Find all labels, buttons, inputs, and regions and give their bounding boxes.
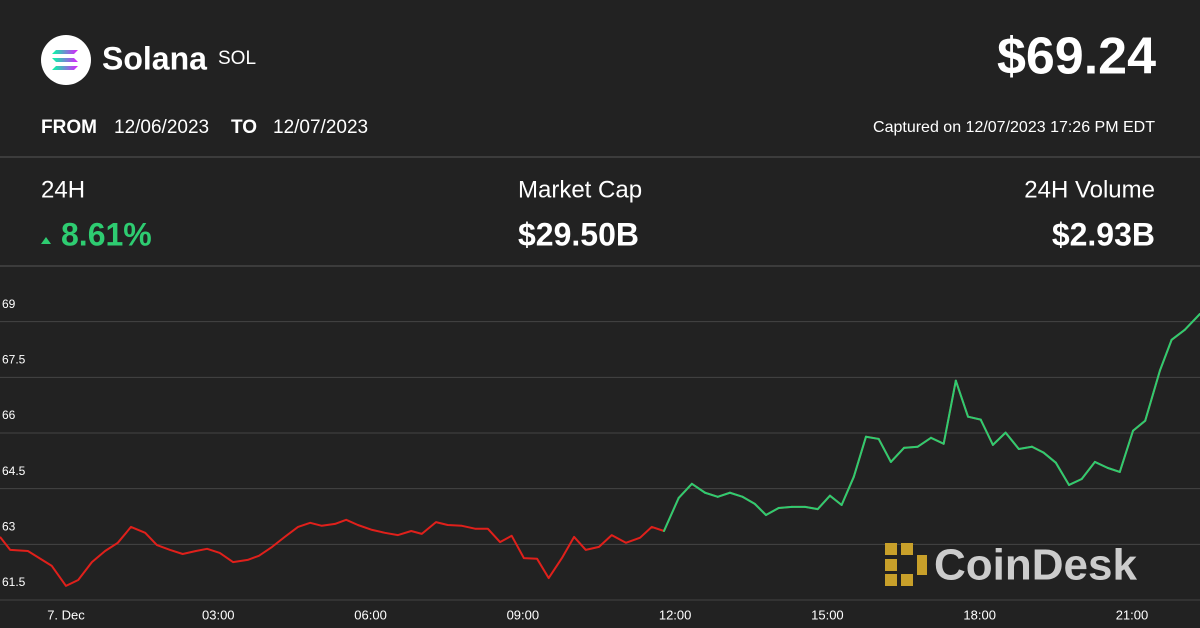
y-tick-label: 63 <box>2 520 16 534</box>
up-segment <box>1080 460 1096 481</box>
up-segment <box>1068 478 1083 486</box>
up-segment <box>741 495 756 505</box>
up-segment <box>716 491 731 498</box>
watermark: CoinDesk <box>934 541 1137 590</box>
to-label: TO <box>231 117 257 138</box>
up-segment <box>1158 338 1173 372</box>
up-segment <box>1118 429 1134 473</box>
volume-label: 24H Volume <box>1024 176 1155 203</box>
x-tick-label: 12:00 <box>659 607 692 622</box>
y-tick-label: 67.5 <box>2 353 26 367</box>
from-label: FROM <box>41 117 97 138</box>
x-tick-label: 18:00 <box>963 607 996 622</box>
y-tick-label: 69 <box>2 297 16 311</box>
up-segment <box>728 491 744 498</box>
up-segment <box>1131 419 1147 432</box>
up-segment <box>942 379 957 445</box>
to-date: 12/07/2023 <box>273 117 368 138</box>
y-tick-label: 64.5 <box>2 464 26 478</box>
up-segment <box>991 431 1007 446</box>
up-segment <box>889 446 906 463</box>
from-date: 12/06/2023 <box>114 117 209 138</box>
up-segment <box>828 494 843 506</box>
x-tick-label: 7. Dec <box>47 607 85 622</box>
up-segment <box>877 437 892 463</box>
market-cap-label: Market Cap <box>518 176 642 203</box>
up-arrow <box>41 237 51 244</box>
x-tick-label: 09:00 <box>507 607 540 622</box>
up-segment <box>916 436 932 448</box>
up-segment <box>864 435 880 440</box>
up-segment <box>1183 312 1200 331</box>
up-segment <box>903 445 919 449</box>
coin-symbol: SOL <box>218 48 256 69</box>
captured: Captured on 12/07/2023 17:26 PM EDT <box>873 119 1155 136</box>
change-label: 24H <box>41 176 85 203</box>
price: $69.24 <box>997 28 1156 86</box>
up-segment <box>1093 460 1109 469</box>
x-tick-label: 06:00 <box>354 607 387 622</box>
up-segment <box>1030 445 1045 454</box>
up-segment <box>840 475 855 506</box>
up-segment <box>816 494 831 511</box>
up-segment <box>1004 431 1020 450</box>
up-segment <box>1054 461 1071 486</box>
up-segment <box>753 502 767 517</box>
watermark-logo <box>885 543 927 586</box>
up-segment <box>690 482 707 494</box>
up-segment <box>1042 451 1057 464</box>
volume-value: $2.93B <box>1052 216 1155 252</box>
up-segment <box>979 418 994 446</box>
up-segment <box>954 379 970 418</box>
up-segment <box>764 506 780 517</box>
up-segment <box>777 505 793 509</box>
up-segment <box>929 436 945 445</box>
up-segment <box>804 505 819 511</box>
up-segment <box>967 415 982 421</box>
up-segment <box>1144 369 1161 422</box>
change-value: 8.61% <box>61 216 152 252</box>
up-segment <box>704 491 719 498</box>
up-segment <box>1170 328 1186 341</box>
up-segment <box>852 435 867 478</box>
plot: 61.5 63 64.5 66 67.5 69 7. Dec 03:00 06:00 09:00 1… <box>0 297 1200 622</box>
market-cap-value: $29.50B <box>518 216 639 252</box>
up-segment <box>677 482 693 499</box>
y-tick-label: 66 <box>2 408 16 422</box>
coin-name: Solana <box>102 40 207 76</box>
x-tick-label: 03:00 <box>202 607 235 622</box>
up-segment <box>1106 466 1121 473</box>
up-segment <box>662 496 680 532</box>
y-tick-label: 61.5 <box>2 575 26 589</box>
x-tick-label: 21:00 <box>1116 607 1149 622</box>
x-tick-label: 15:00 <box>811 607 844 622</box>
up-segment <box>1017 445 1033 450</box>
logo <box>41 35 91 85</box>
